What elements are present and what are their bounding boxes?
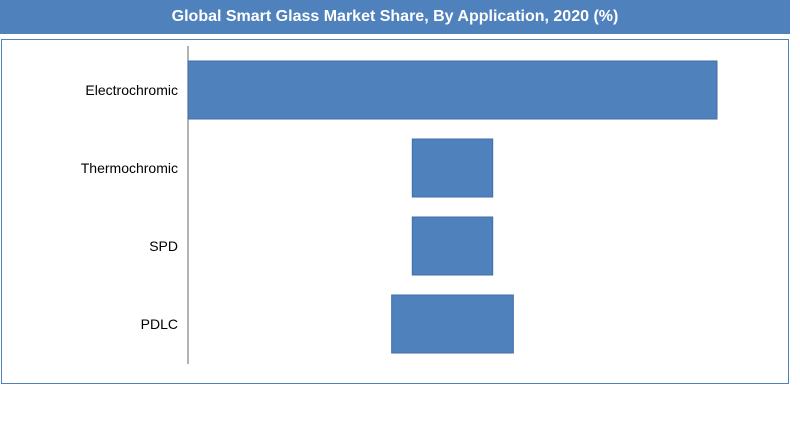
chart-frame [1, 39, 789, 384]
category-label-spd: SPD [149, 238, 178, 254]
chart-title: Global Smart Glass Market Share, By Appl… [0, 0, 790, 34]
bar-pdlc [391, 294, 514, 354]
category-label-thermochromic: Thermochromic [81, 160, 178, 176]
bar-thermochromic [411, 138, 494, 198]
bar-spd [411, 216, 494, 276]
bar-electrochromic [187, 60, 718, 120]
category-label-electrochromic: Electrochromic [85, 82, 178, 98]
category-label-pdlc: PDLC [141, 316, 178, 332]
